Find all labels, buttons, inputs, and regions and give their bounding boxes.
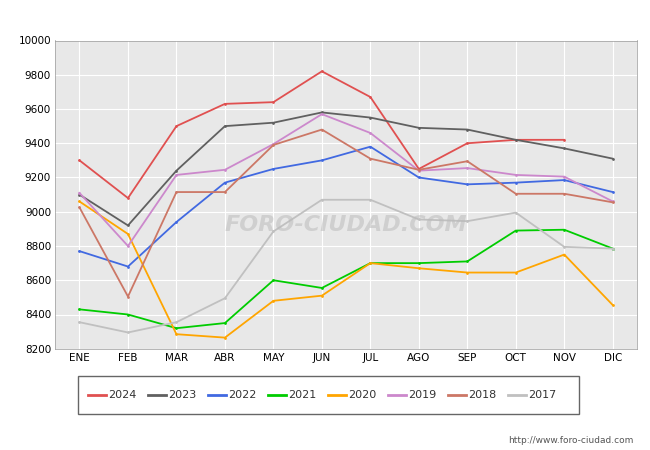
Text: 2017: 2017 xyxy=(528,390,556,400)
Text: 2024: 2024 xyxy=(108,390,136,400)
FancyBboxPatch shape xyxy=(78,376,578,414)
Text: 2018: 2018 xyxy=(468,390,497,400)
Text: FORO-CIUDAD.COM: FORO-CIUDAD.COM xyxy=(225,216,467,235)
Text: 2020: 2020 xyxy=(348,390,376,400)
Text: 2019: 2019 xyxy=(408,390,436,400)
Text: 2023: 2023 xyxy=(168,390,196,400)
Text: 2022: 2022 xyxy=(228,390,256,400)
Text: Afiliados en Ronda a 30/11/2024: Afiliados en Ronda a 30/11/2024 xyxy=(190,10,460,28)
Text: 2021: 2021 xyxy=(288,390,317,400)
Text: http://www.foro-ciudad.com: http://www.foro-ciudad.com xyxy=(508,436,634,445)
